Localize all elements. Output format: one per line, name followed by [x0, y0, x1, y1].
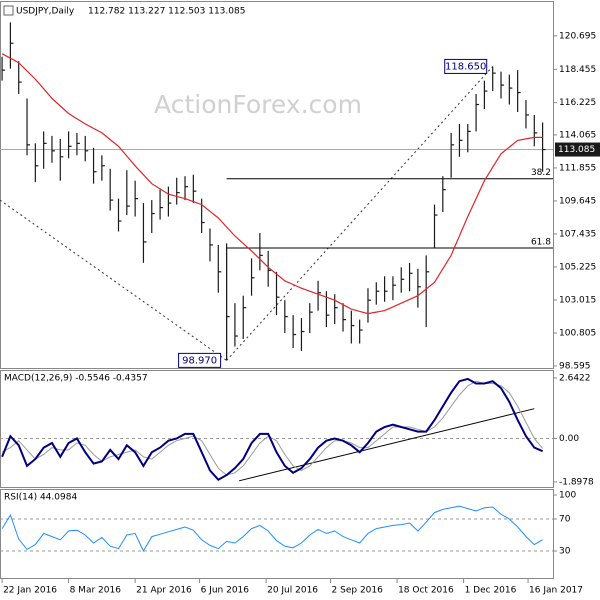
chart-title: USDJPY,Daily — [16, 7, 75, 17]
y-tick-label: 100.805 — [559, 328, 596, 338]
last-price-tag — [555, 142, 600, 157]
last-price-label: 113.085 — [558, 145, 595, 155]
x-tick-label: 22 Jan 2016 — [3, 586, 57, 596]
panel-frame — [0, 1, 554, 369]
ohlc-text: 112.782 113.227 112.503 113.085 — [88, 7, 245, 17]
y-tick-label: 116.225 — [559, 98, 596, 108]
y-tick-label: 0.00 — [559, 434, 579, 444]
trend-line — [0, 199, 227, 361]
x-tick-label: 6 Jun 2016 — [201, 586, 250, 596]
y-tick-label: 118.455 — [559, 65, 596, 75]
indicator-line — [1, 505, 543, 553]
y-tick-label: 70 — [559, 515, 571, 525]
level-label: 38.2 — [531, 168, 551, 178]
y-tick-label: 120.695 — [559, 31, 596, 41]
y-tick-label: 111.855 — [559, 163, 596, 173]
annotation-box — [178, 352, 222, 368]
x-tick-label: 20 Jul 2016 — [267, 586, 318, 596]
y-tick-label: 105.225 — [559, 262, 596, 272]
title-icon — [3, 5, 14, 16]
x-tick-label: 21 Apr 2016 — [136, 586, 192, 596]
x-tick-label: 2 Sep 2016 — [332, 586, 384, 596]
panel-frame — [0, 370, 554, 488]
y-tick-label: -1.8978 — [559, 477, 594, 487]
watermark: ActionForex.com — [154, 90, 362, 119]
x-tick-label: 16 Jan 2017 — [529, 586, 583, 596]
panel-title: RSI(14) 44.0984 — [4, 493, 77, 503]
x-tick-label: 1 Dec 2016 — [465, 586, 517, 596]
x-tick-label: 18 Oct 2016 — [398, 586, 454, 596]
x-tick-label: 8 Mar 2016 — [70, 586, 122, 596]
annotation-label: 98.970 — [182, 355, 217, 366]
indicator-line — [1, 380, 543, 476]
trend-line — [238, 408, 535, 482]
level-label: 61.8 — [531, 238, 551, 248]
y-tick-label: 98.595 — [559, 361, 591, 371]
y-tick-label: 103.015 — [559, 295, 596, 305]
annotation-label: 118.650 — [445, 61, 486, 72]
indicator-line — [1, 377, 543, 481]
trend-line — [226, 66, 494, 361]
y-tick-label: 100 — [559, 491, 576, 501]
y-tick-label: 107.435 — [559, 229, 596, 239]
annotation-box — [444, 58, 488, 74]
y-tick-label: 30 — [559, 547, 571, 557]
y-tick-label: 109.645 — [559, 196, 596, 206]
y-tick-label: 114.065 — [559, 130, 596, 140]
panel-frame — [0, 489, 554, 579]
y-tick-label: 2.6422 — [559, 373, 591, 383]
moving-average — [1, 53, 543, 315]
panel-title: MACD(12,26,9) -0.5546 -0.4357 — [4, 374, 148, 384]
